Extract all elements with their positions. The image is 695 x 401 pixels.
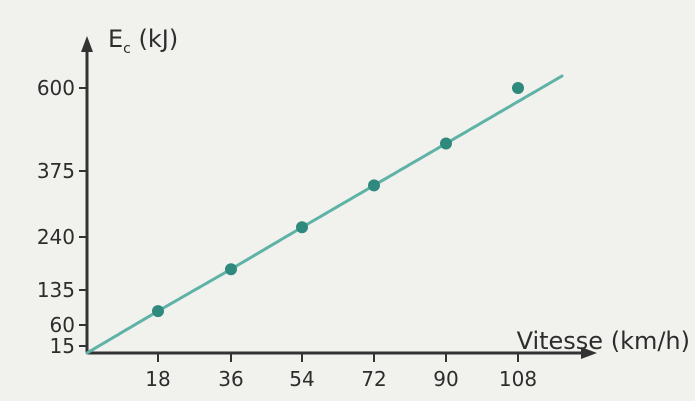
x-tick-label: 90: [433, 367, 458, 391]
y-tick-label: 375: [37, 159, 75, 183]
y-axis-title-main: E: [108, 25, 123, 53]
y-tick-label: 600: [37, 76, 75, 100]
plot-area: [85, 74, 564, 355]
y-tick-label: 60: [50, 313, 75, 337]
data-point: [225, 263, 237, 276]
data-point: [152, 305, 164, 318]
x-tick-label: 108: [499, 367, 537, 391]
x-ticks: 18 36 54 72 90 108: [145, 353, 537, 391]
y-axis-title-subscript: c: [123, 41, 131, 57]
y-axis-title: Ec (kJ): [108, 25, 178, 57]
y-axis-title-unit: (kJ): [131, 25, 178, 53]
data-point: [512, 82, 524, 94]
data-point: [440, 137, 452, 150]
x-axis-arrowhead: [581, 347, 597, 359]
x-tick-label: 18: [145, 367, 170, 391]
axes: [81, 36, 597, 359]
series-curve: [85, 74, 564, 355]
x-tick-label: 72: [361, 367, 386, 391]
x-tick-label: 54: [289, 367, 314, 391]
data-point: [368, 179, 380, 192]
y-axis-arrowhead: [81, 36, 93, 52]
x-tick-label: 36: [218, 367, 243, 391]
y-tick-label: 15: [50, 334, 75, 358]
data-point: [296, 221, 308, 234]
y-tick-label: 240: [37, 225, 75, 249]
x-axis-title: Vitesse (km/h): [517, 327, 690, 355]
y-tick-label: 135: [37, 278, 75, 302]
